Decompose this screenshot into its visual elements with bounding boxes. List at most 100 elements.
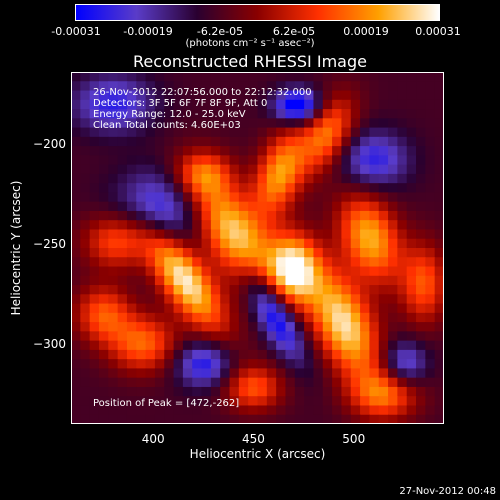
heatmap-cell (117, 257, 128, 268)
heatmap-cell (229, 405, 240, 416)
heatmap-cell (145, 285, 156, 295)
heatmap-cell (434, 322, 444, 332)
heatmap-cell (360, 192, 370, 203)
heatmap-cell (406, 146, 417, 156)
heatmap-cell (434, 359, 444, 370)
heatmap-cell (406, 294, 417, 305)
heatmap-cell (257, 294, 268, 305)
heatmap-cell (397, 173, 408, 184)
heatmap-cell (378, 164, 389, 175)
heatmap-cell (80, 201, 91, 212)
heatmap-cell (136, 340, 147, 351)
heatmap-cell (285, 127, 296, 138)
heatmap-cell (397, 210, 408, 221)
heatmap-cell (332, 414, 343, 424)
heatmap-cell (164, 183, 175, 194)
heatmap-cell (416, 248, 426, 258)
heatmap-cell (238, 359, 249, 370)
heatmap-cell (71, 266, 81, 277)
heatmap-cell (294, 414, 305, 424)
heatmap-cell (434, 173, 444, 184)
heatmap-cell (341, 201, 352, 212)
heatmap-cell (257, 155, 268, 166)
heatmap-cell (406, 405, 417, 416)
heatmap-cell (98, 303, 109, 314)
heatmap-cell (313, 238, 324, 249)
heatmap-cell (304, 210, 315, 221)
heatmap-cell (71, 377, 81, 388)
heatmap-cell (266, 368, 277, 379)
heatmap-cell (136, 294, 147, 305)
heatmap-cell (276, 81, 287, 92)
heatmap-cell (164, 118, 175, 129)
heatmap-cell (220, 99, 231, 110)
heatmap-cell (229, 322, 240, 332)
heatmap-cell (266, 294, 277, 305)
heatmap-cell (89, 386, 100, 397)
heatmap-cell (406, 99, 417, 110)
heatmap-cell (416, 155, 426, 166)
heatmap-cell (117, 99, 128, 110)
heatmap-cell (434, 201, 444, 212)
heatmap-cell (248, 386, 259, 397)
heatmap-cell (126, 220, 137, 231)
heatmap-cell (425, 183, 436, 194)
heatmap-cell (136, 201, 147, 212)
heatmap-cell (416, 322, 426, 332)
heatmap-cell (229, 368, 240, 379)
heatmap-cell (173, 173, 184, 184)
heatmap-cell (164, 414, 175, 424)
heatmap-cell (136, 90, 147, 101)
heatmap-cell (416, 414, 426, 424)
heatmap-cell (294, 210, 305, 221)
heatmap-cell (173, 118, 184, 129)
heatmap-cell (126, 322, 137, 332)
heatmap-cell (332, 90, 343, 101)
heatmap-cell (89, 414, 100, 424)
heatmap-cell (266, 90, 277, 101)
heatmap-cell (238, 396, 249, 407)
heatmap-cell (229, 201, 240, 212)
heatmap-cell (220, 127, 231, 138)
heatmap-cell (369, 285, 380, 295)
heatmap-cell (360, 109, 370, 119)
heatmap-cell (238, 322, 249, 332)
heatmap-cell (80, 285, 91, 295)
heatmap-cell (304, 275, 315, 286)
heatmap-cell (108, 405, 119, 416)
heatmap-cell (416, 368, 426, 379)
heatmap-cell (182, 405, 193, 416)
heatmap-cell (304, 386, 315, 397)
heatmap-cell (285, 405, 296, 416)
heatmap-cell (126, 312, 137, 323)
heatmap-cell (332, 118, 343, 129)
heatmap-cell (154, 322, 165, 332)
heatmap-cell (210, 331, 221, 342)
heatmap-cell (201, 229, 212, 240)
heatmap-cell (266, 414, 277, 424)
heatmap-cell (304, 90, 315, 101)
heatmap-cell (341, 99, 352, 110)
heatmap-cell (201, 377, 212, 388)
heatmap-cell (164, 146, 175, 156)
heatmap-cell (257, 248, 268, 258)
heatmap-cell (332, 266, 343, 277)
heatmap-cell (266, 377, 277, 388)
heatmap-cell (210, 303, 221, 314)
heatmap-cell (98, 331, 109, 342)
heatmap-cell (89, 99, 100, 110)
heatmap-cell (145, 220, 156, 231)
heatmap-cell (145, 192, 156, 203)
heatmap-cell (154, 127, 165, 138)
heatmap-cell (434, 210, 444, 221)
heatmap-cell (164, 303, 175, 314)
heatmap-cell (201, 136, 212, 147)
heatmap-cell (257, 414, 268, 424)
heatmap-cell (192, 220, 203, 231)
heatmap-cell (425, 164, 436, 175)
heatmap-cell (192, 118, 203, 129)
heatmap-cell (173, 294, 184, 305)
heatmap-cell (164, 349, 175, 360)
heatmap-cell (378, 192, 389, 203)
heatmap-cell (322, 118, 333, 129)
